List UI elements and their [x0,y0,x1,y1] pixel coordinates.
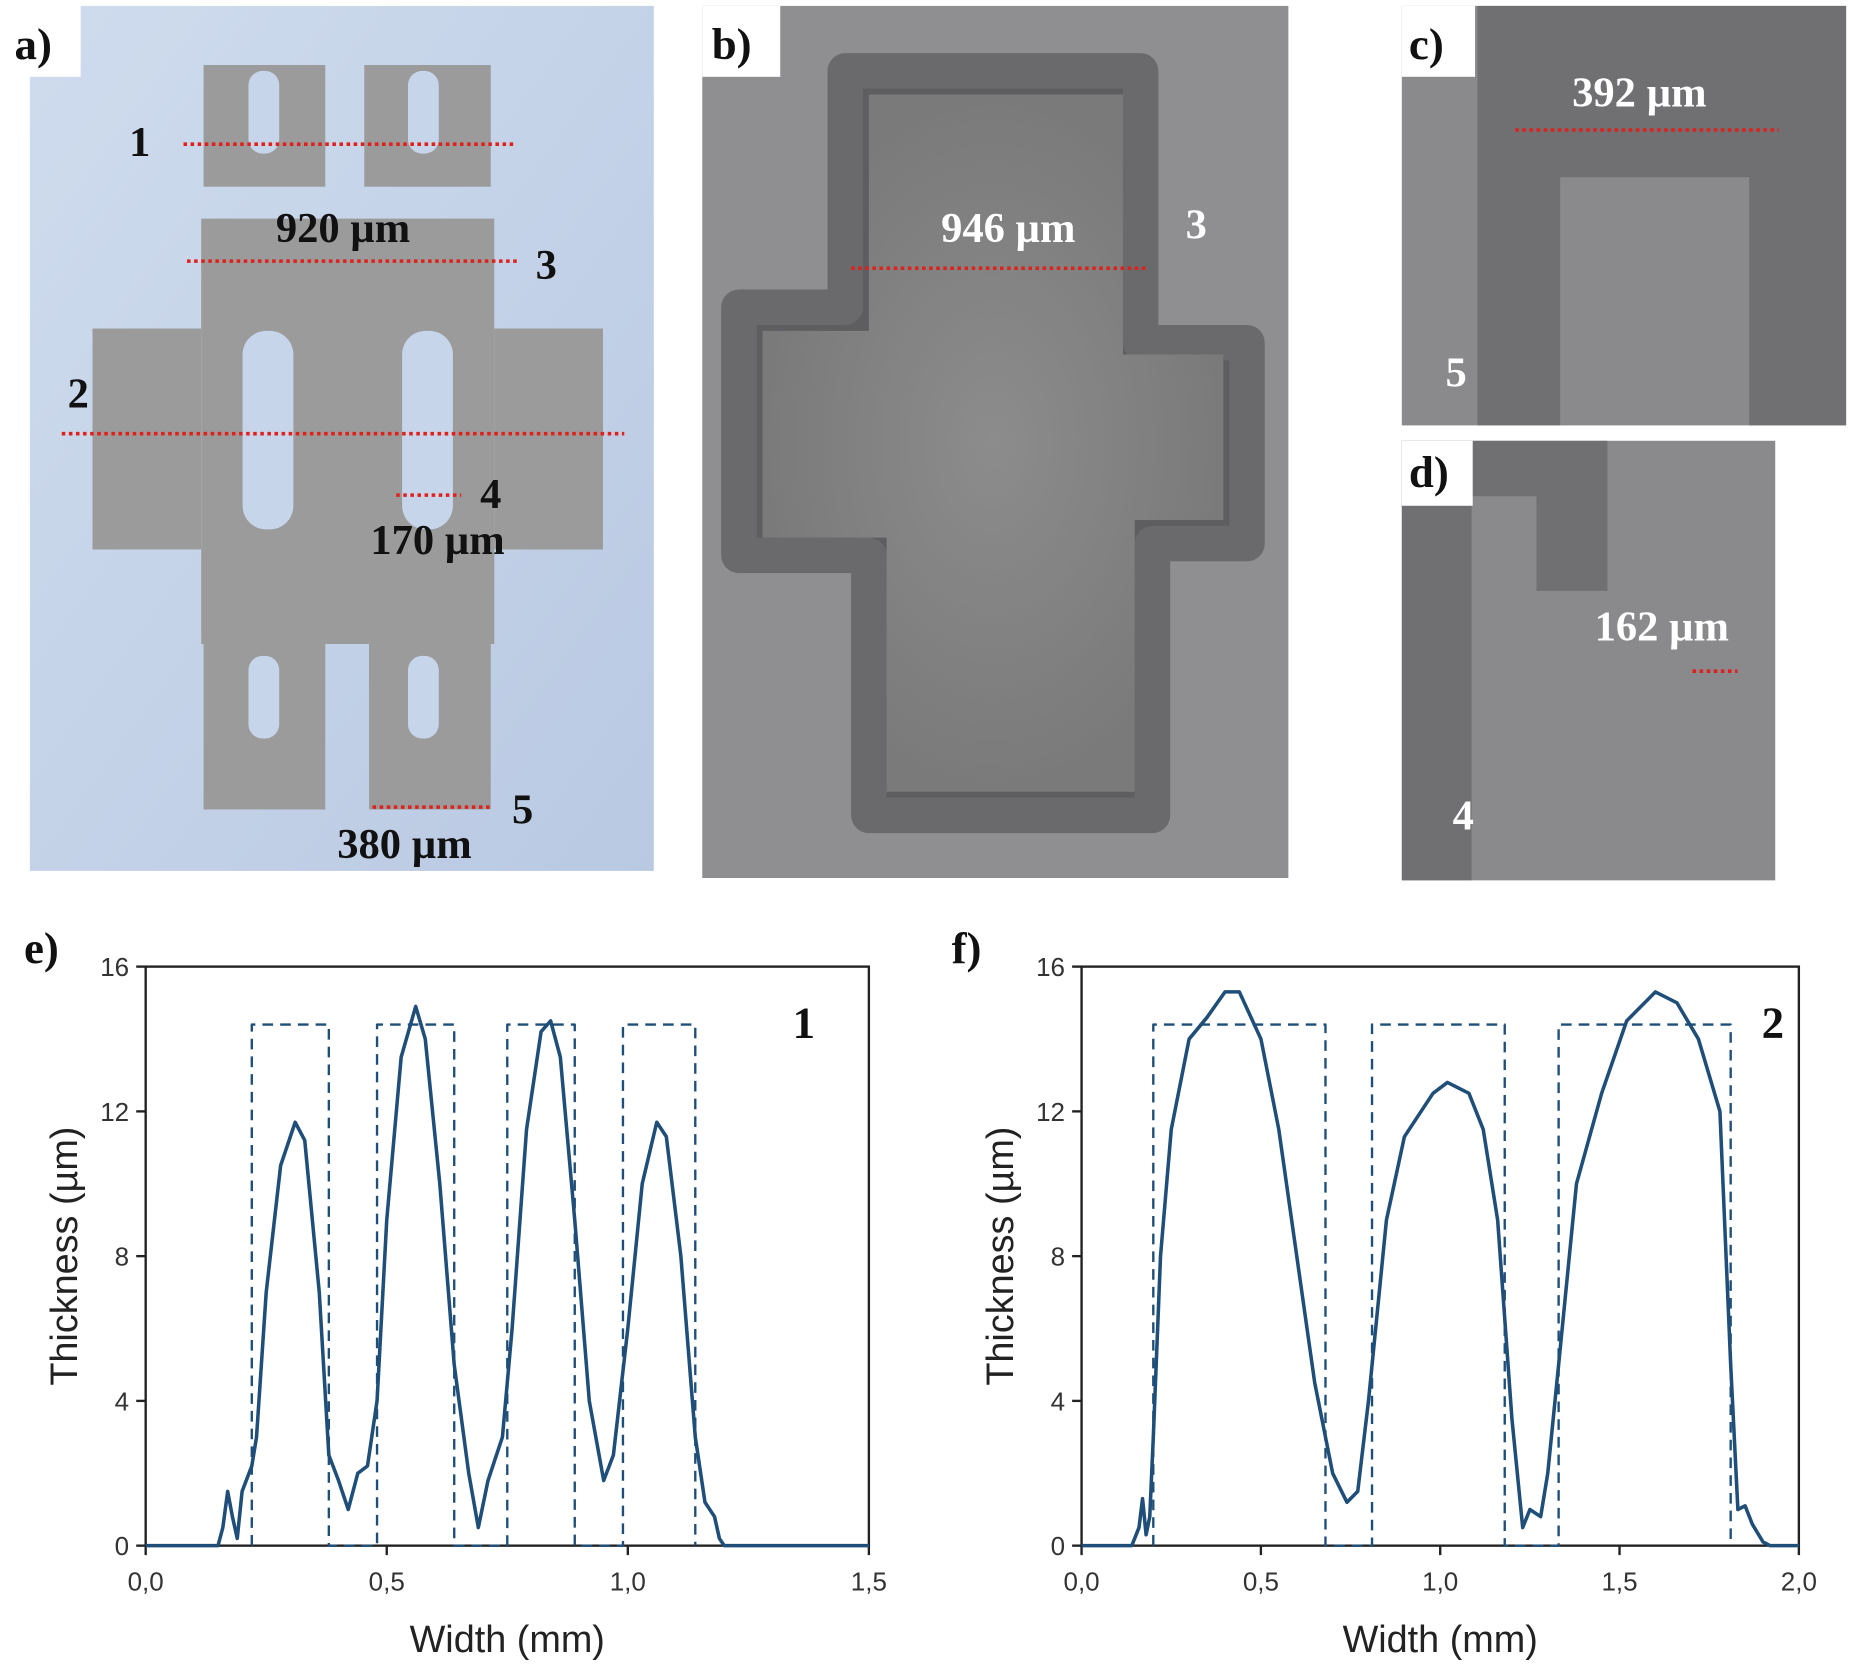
panel-c-image [1401,5,1847,426]
y-tick-label: 8 [1051,1242,1065,1272]
panel-label: d) [1409,447,1449,497]
profile-line [1152,1023,1732,1547]
y-tick-label: 8 [115,1242,129,1272]
profile-line [145,1004,869,1548]
annotation: 5 [512,787,533,834]
panel-label: b) [712,19,752,69]
y-tick-label: 4 [1051,1386,1065,1416]
y-axis-label: Thickness (µm) [980,1127,1022,1386]
annotation: 2 [68,371,89,418]
x-tick-label: 1,5 [1601,1567,1637,1597]
x-tick-label: 0,0 [128,1567,164,1597]
chart-annotation: 2 [1762,998,1784,1048]
y-tick-label: 4 [115,1386,129,1416]
annotation: 5 [1446,349,1467,396]
annotation: 920 µm [276,205,410,252]
x-tick-label: 0,0 [1064,1567,1100,1597]
annotation: 946 µm [941,205,1075,252]
profile-line [1081,990,1799,1548]
y-tick-label: 16 [1036,952,1065,982]
y-axis-label: Thickness (µm) [44,1127,86,1386]
panel-label: c) [1409,19,1444,69]
y-tick-label: 12 [1036,1097,1065,1127]
x-tick-label: 0,5 [1243,1567,1279,1597]
x-tick-label: 2,0 [1781,1567,1817,1597]
panel-label: f) [952,923,982,973]
panel-d-image [1401,440,1776,881]
panel-b-image [702,5,1289,878]
annotation: 392 µm [1572,69,1706,116]
x-tick-label: 1,5 [851,1567,887,1597]
annotation: 170 µm [370,517,504,564]
profile-line [250,1023,697,1547]
x-tick-label: 1,0 [610,1567,646,1597]
y-tick-label: 16 [100,952,129,982]
annotation: 162 µm [1595,603,1729,650]
x-axis-label: Width (mm) [410,1619,605,1661]
panel-label: a) [15,19,52,69]
panel-a-image [29,5,654,871]
annotation: 3 [1186,202,1207,249]
annotation: 4 [480,471,501,518]
annotation: 3 [536,242,557,289]
panel-label: e) [24,923,59,973]
chart-annotation: 1 [793,998,815,1048]
x-tick-label: 0,5 [369,1567,405,1597]
y-tick-label: 12 [100,1097,129,1127]
y-tick-label: 0 [115,1531,129,1561]
label-boxes [0,0,1476,506]
annotation: 4 [1453,793,1474,840]
annotation: 1 [129,119,150,166]
x-axis-label: Width (mm) [1343,1619,1538,1661]
plot-frame [1080,965,1801,1547]
annotation: 380 µm [337,821,471,868]
y-tick-label: 0 [1051,1531,1065,1561]
x-tick-label: 1,0 [1422,1567,1458,1597]
